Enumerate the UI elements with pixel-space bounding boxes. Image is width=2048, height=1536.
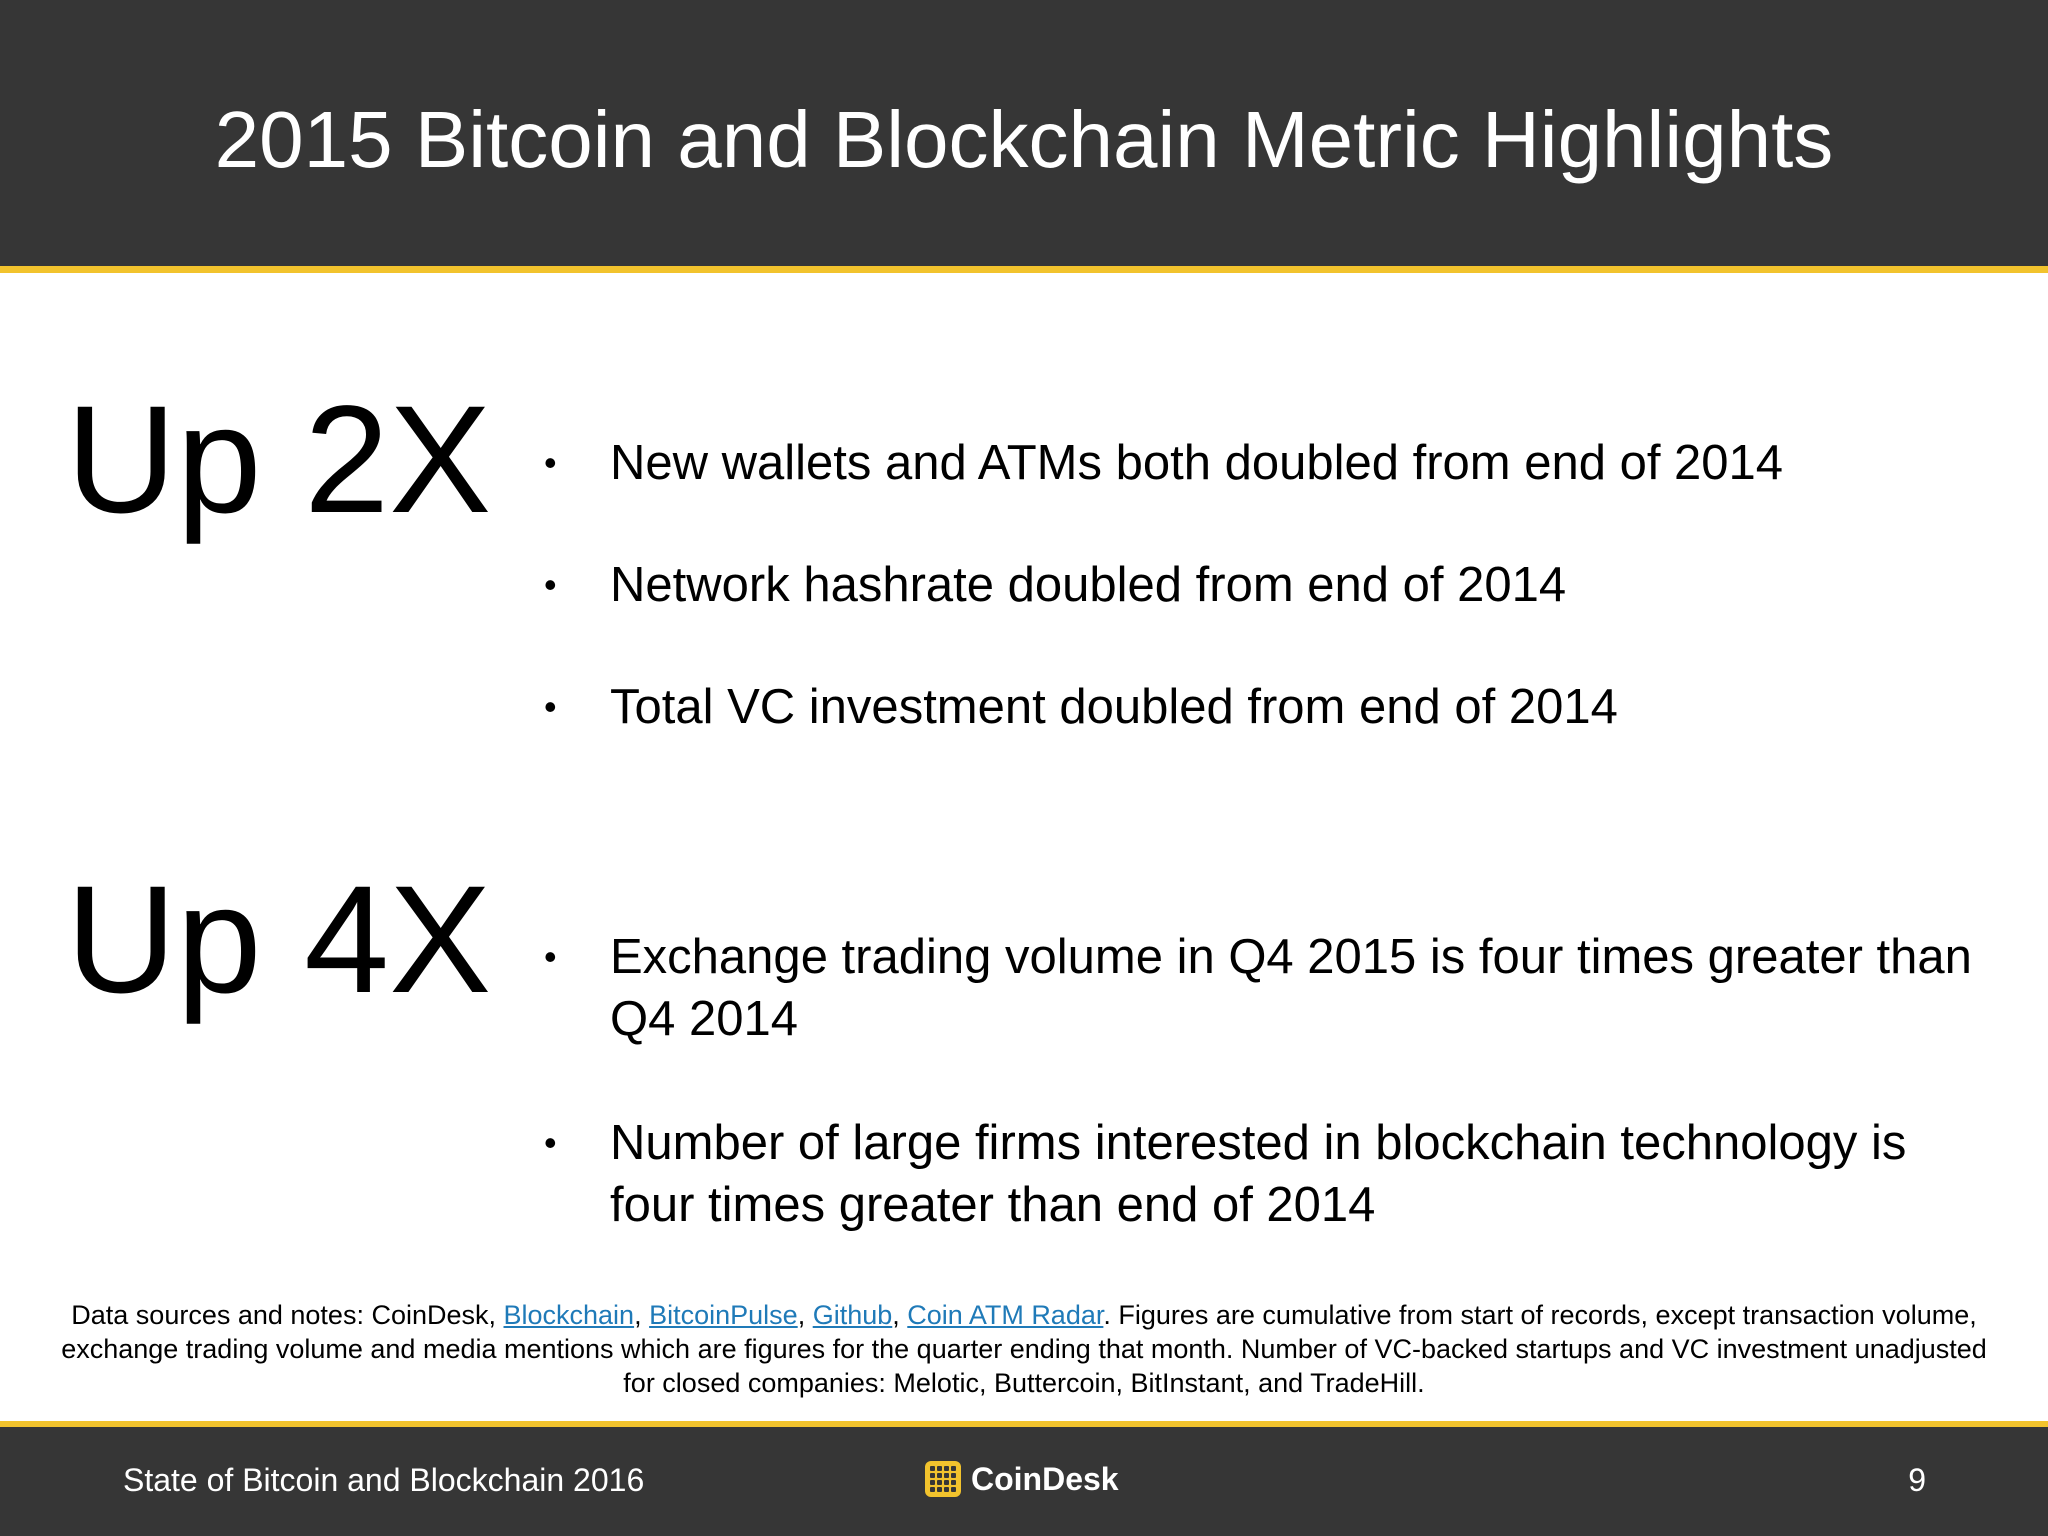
header-accent-rule (0, 266, 2048, 273)
link-coin-atm-radar[interactable]: Coin ATM Radar (907, 1300, 1104, 1330)
bullet-list-2x: New wallets and ATMs both doubled from e… (540, 432, 2000, 798)
bullet-item: Exchange trading volume in Q4 2015 is fo… (540, 926, 2000, 1050)
link-blockchain[interactable]: Blockchain (503, 1300, 635, 1330)
coindesk-logo-icon (925, 1461, 961, 1497)
footer-bar: State of Bitcoin and Blockchain 2016 Coi… (0, 1427, 2048, 1536)
data-sources-notes: Data sources and notes: CoinDesk, Blockc… (60, 1298, 1988, 1400)
notes-separator: , (634, 1300, 650, 1330)
notes-separator: , (797, 1300, 813, 1330)
header-bar: 2015 Bitcoin and Blockchain Metric Highl… (0, 0, 2048, 266)
notes-prefix: Data sources and notes: CoinDesk, (71, 1300, 504, 1330)
footer-accent-rule (0, 1421, 2048, 1427)
slide-title: 2015 Bitcoin and Blockchain Metric Highl… (214, 95, 1834, 184)
stat-up-4x: Up 4X (66, 854, 492, 1025)
stat-up-2x: Up 2X (66, 374, 492, 545)
bullet-item: Network hashrate doubled from end of 201… (540, 554, 2000, 616)
bullet-item: Number of large firms interested in bloc… (540, 1112, 2000, 1236)
bullet-list-4x: Exchange trading volume in Q4 2015 is fo… (540, 926, 2000, 1298)
notes-separator: , (892, 1300, 908, 1330)
notes-suffix: . Figures are cumulative from start of r… (61, 1300, 1987, 1398)
footer-report-title: State of Bitcoin and Blockchain 2016 (123, 1462, 645, 1498)
page-number: 9 (1908, 1462, 1926, 1498)
link-github[interactable]: Github (812, 1300, 893, 1330)
bullet-item: Total VC investment doubled from end of … (540, 676, 2000, 738)
coindesk-logo: CoinDesk (925, 1459, 1119, 1499)
coindesk-logo-text: CoinDesk (971, 1461, 1119, 1497)
bullet-item: New wallets and ATMs both doubled from e… (540, 432, 2000, 494)
link-bitcoinpulse[interactable]: BitcoinPulse (649, 1300, 798, 1330)
